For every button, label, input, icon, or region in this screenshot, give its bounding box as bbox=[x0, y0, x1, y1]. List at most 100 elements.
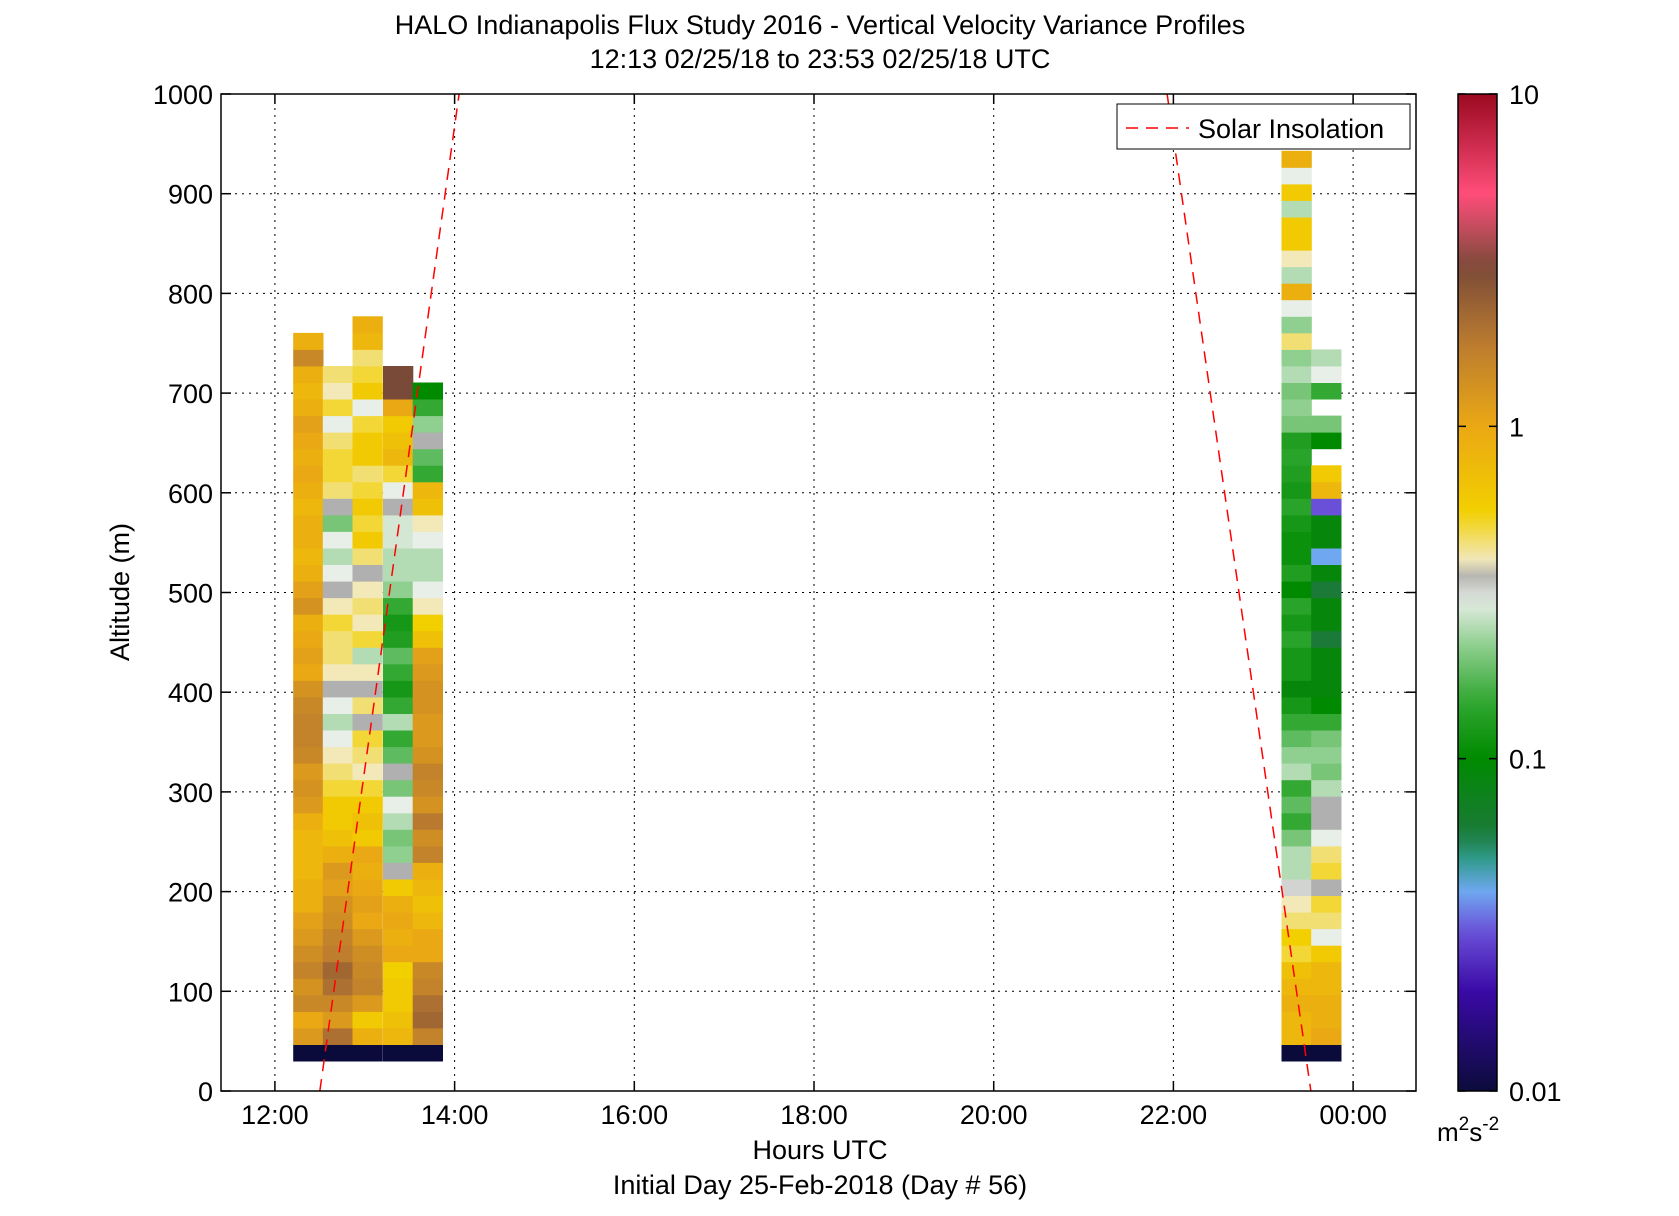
heatmap-cell bbox=[322, 498, 354, 516]
heatmap-cell bbox=[412, 498, 443, 516]
heatmap-cell bbox=[1281, 332, 1312, 350]
heatmap-cell bbox=[383, 1044, 414, 1062]
heatmap-cell bbox=[352, 994, 383, 1012]
heatmap-cell bbox=[1281, 829, 1312, 847]
heatmap-cell bbox=[412, 879, 443, 896]
heatmap-cell bbox=[322, 994, 354, 1012]
heatmap-cell bbox=[293, 763, 324, 781]
heatmap-cell bbox=[1281, 796, 1312, 814]
heatmap-cell bbox=[352, 564, 383, 582]
colorbar: 0.01 0.1 1 10 m2s-2 bbox=[1437, 80, 1562, 1147]
heatmap-cell bbox=[322, 663, 354, 681]
heatmap-cell bbox=[1281, 630, 1312, 648]
heatmap-cell bbox=[352, 382, 383, 400]
heatmap-cell bbox=[352, 730, 383, 748]
heatmap-cell bbox=[322, 812, 354, 830]
heatmap-cell bbox=[293, 994, 324, 1012]
heatmap-cell bbox=[412, 945, 443, 963]
colorbar-unit: m2s-2 bbox=[1437, 1114, 1499, 1147]
heatmap-cell bbox=[322, 912, 354, 930]
heatmap-cell bbox=[1281, 812, 1312, 830]
heatmap-cell bbox=[322, 862, 354, 880]
heatmap-cell bbox=[1311, 1044, 1342, 1062]
y-tick-label: 100 bbox=[168, 977, 213, 1007]
heatmap-cell bbox=[1311, 531, 1342, 549]
heatmap-cell bbox=[352, 895, 383, 913]
heatmap-cell bbox=[293, 730, 324, 748]
heatmap-cell bbox=[322, 763, 354, 781]
heatmap-cell bbox=[1311, 415, 1342, 433]
heatmap-cell bbox=[412, 514, 443, 532]
y-tick-label: 400 bbox=[168, 678, 213, 708]
heatmap-cell bbox=[383, 415, 414, 433]
heatmap-cell bbox=[293, 498, 324, 516]
heatmap-cell bbox=[412, 614, 443, 632]
heatmap-cell bbox=[1281, 680, 1312, 698]
heatmap-cell bbox=[293, 548, 324, 565]
heatmap-cell bbox=[1281, 150, 1312, 168]
heatmap-cell bbox=[352, 481, 383, 499]
heatmap-cell bbox=[293, 961, 324, 979]
heatmap-cell bbox=[293, 481, 324, 499]
heatmap-cell bbox=[412, 1044, 443, 1062]
heatmap-cell bbox=[383, 713, 414, 731]
heatmap-cell bbox=[1311, 514, 1342, 532]
heatmap-cell bbox=[412, 697, 443, 714]
heatmap-cell bbox=[352, 1011, 383, 1029]
heatmap-cell bbox=[293, 829, 324, 847]
heatmap-cell bbox=[352, 399, 383, 417]
heatmap-cell bbox=[293, 514, 324, 532]
heatmap-cell bbox=[352, 448, 383, 466]
plot-area bbox=[220, 93, 1417, 1092]
heatmap-cell bbox=[412, 829, 443, 847]
x-tick-label: 12:00 bbox=[241, 1100, 309, 1130]
heatmap-cell bbox=[1281, 581, 1312, 599]
heatmap-cell bbox=[322, 895, 354, 913]
heatmap-cell bbox=[293, 630, 324, 648]
heatmap-cell bbox=[1281, 233, 1312, 251]
heatmap-cell bbox=[322, 845, 354, 863]
heatmap-cell bbox=[322, 548, 354, 565]
heatmap-cell bbox=[1281, 895, 1312, 913]
heatmap-cell bbox=[352, 663, 383, 681]
heatmap-cell bbox=[1281, 994, 1312, 1012]
heatmap-cell bbox=[293, 564, 324, 582]
heatmap-cell bbox=[383, 498, 414, 516]
heatmap-cell bbox=[293, 349, 324, 367]
heatmap-cell bbox=[322, 514, 354, 532]
heatmap-cell bbox=[412, 928, 443, 946]
heatmap-cell bbox=[1281, 465, 1312, 483]
heatmap-cell bbox=[412, 1011, 443, 1029]
heatmap-cell bbox=[412, 465, 443, 483]
colorbar-tick-label: 0.01 bbox=[1509, 1077, 1562, 1107]
x-tick-label: 16:00 bbox=[601, 1100, 669, 1130]
heatmap-cell bbox=[1281, 316, 1312, 334]
heatmap-cell bbox=[322, 630, 354, 648]
heatmap-cell bbox=[383, 448, 414, 466]
heatmap-cell bbox=[1311, 945, 1342, 963]
heatmap-cell bbox=[1311, 713, 1342, 731]
heatmap-cell bbox=[412, 763, 443, 781]
heatmap-cell bbox=[1311, 994, 1342, 1012]
y-tick-label: 200 bbox=[168, 878, 213, 908]
heatmap-cell bbox=[352, 581, 383, 599]
heatmap-cell bbox=[1281, 713, 1312, 731]
heatmap-cell bbox=[352, 531, 383, 549]
heatmap-cell bbox=[1311, 581, 1342, 599]
heatmap-cell bbox=[383, 746, 414, 764]
heatmap-cell bbox=[352, 415, 383, 433]
x-tick-label: 18:00 bbox=[780, 1100, 848, 1130]
heatmap-cell bbox=[352, 366, 383, 383]
heatmap-cell bbox=[1281, 912, 1312, 930]
heatmap-cell bbox=[322, 564, 354, 582]
colorbar-tick-label: 0.1 bbox=[1509, 745, 1547, 775]
heatmap-cell bbox=[322, 1011, 354, 1029]
heatmap-cell bbox=[293, 928, 324, 946]
heatmap-cell bbox=[293, 448, 324, 466]
heatmap-cell bbox=[293, 812, 324, 830]
heatmap-cell bbox=[1311, 912, 1342, 930]
heatmap-cell bbox=[293, 382, 324, 400]
heatmap-cell bbox=[293, 1011, 324, 1029]
heatmap-cell bbox=[1311, 779, 1342, 797]
